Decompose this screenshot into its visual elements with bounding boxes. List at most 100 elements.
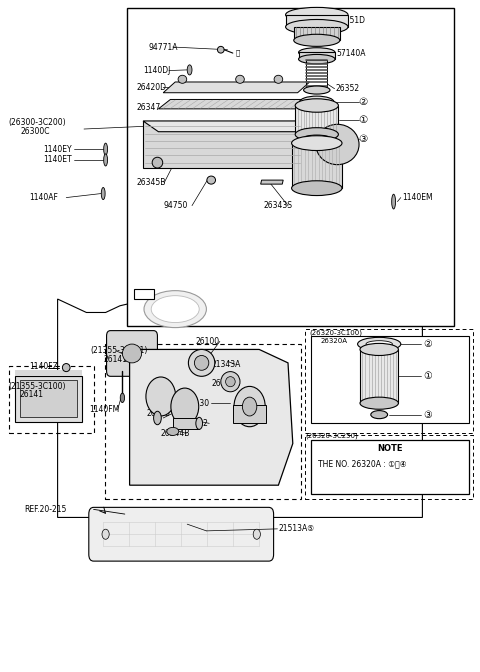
Ellipse shape	[253, 530, 261, 539]
Polygon shape	[158, 99, 307, 109]
Text: 26351D: 26351D	[336, 15, 366, 25]
Text: 26113C: 26113C	[211, 378, 240, 388]
Text: 21513A⑤: 21513A⑤	[278, 524, 314, 534]
Text: 94771A: 94771A	[149, 42, 178, 52]
Ellipse shape	[120, 393, 125, 403]
Text: 26141: 26141	[103, 355, 127, 364]
Ellipse shape	[194, 355, 209, 370]
Ellipse shape	[101, 187, 105, 200]
Text: 1140EM: 1140EM	[402, 193, 433, 202]
Ellipse shape	[236, 75, 244, 83]
Text: 1140DJ: 1140DJ	[143, 66, 170, 75]
Text: (26300-3C200): (26300-3C200)	[9, 118, 66, 127]
Ellipse shape	[292, 181, 342, 196]
Ellipse shape	[304, 86, 330, 94]
Ellipse shape	[316, 124, 359, 165]
Text: 57140A: 57140A	[336, 49, 365, 58]
Polygon shape	[163, 82, 310, 93]
Ellipse shape	[295, 99, 338, 112]
Ellipse shape	[292, 136, 342, 151]
Bar	[286, 15, 348, 27]
Bar	[305, 329, 473, 433]
Text: 21343A: 21343A	[211, 360, 240, 369]
Polygon shape	[143, 121, 302, 168]
Text: 26122: 26122	[185, 419, 209, 428]
Text: ③: ③	[358, 134, 367, 144]
Ellipse shape	[274, 75, 283, 83]
Polygon shape	[58, 299, 422, 517]
Ellipse shape	[62, 364, 70, 372]
Text: 26347: 26347	[137, 103, 161, 112]
Ellipse shape	[122, 344, 142, 363]
Text: ③: ③	[423, 410, 432, 419]
Text: THE NO. 26320A : ①－④: THE NO. 26320A : ①－④	[318, 459, 407, 468]
Bar	[295, 106, 338, 134]
Text: 26352: 26352	[336, 84, 360, 93]
Polygon shape	[130, 349, 293, 485]
Text: 26420D: 26420D	[137, 83, 167, 92]
Text: 🔧: 🔧	[235, 50, 240, 56]
Ellipse shape	[226, 376, 235, 387]
Ellipse shape	[360, 397, 398, 409]
Text: 26345B: 26345B	[137, 178, 166, 187]
Ellipse shape	[102, 530, 109, 539]
Text: ②: ②	[423, 339, 432, 349]
Ellipse shape	[207, 176, 216, 184]
Bar	[105, 344, 301, 499]
Bar	[173, 418, 199, 429]
Bar	[127, 8, 454, 326]
Text: 26100: 26100	[196, 337, 220, 346]
Ellipse shape	[196, 417, 203, 429]
Ellipse shape	[187, 65, 192, 75]
Text: 26300C: 26300C	[20, 126, 49, 136]
FancyBboxPatch shape	[89, 507, 274, 561]
Ellipse shape	[299, 48, 335, 57]
Text: 26320A: 26320A	[321, 338, 348, 343]
Ellipse shape	[392, 194, 396, 209]
Text: ①: ①	[358, 115, 367, 125]
Ellipse shape	[300, 96, 334, 108]
Polygon shape	[143, 121, 318, 132]
Ellipse shape	[286, 7, 348, 22]
Text: 14130: 14130	[185, 398, 209, 408]
Text: 26141: 26141	[19, 390, 43, 399]
Polygon shape	[302, 121, 318, 179]
Bar	[20, 380, 77, 417]
Text: 1140AF: 1140AF	[29, 193, 58, 202]
Ellipse shape	[151, 296, 199, 323]
Ellipse shape	[144, 290, 206, 328]
Ellipse shape	[358, 337, 401, 351]
Bar	[299, 52, 335, 59]
Ellipse shape	[299, 54, 335, 64]
Ellipse shape	[152, 157, 163, 168]
Text: (26320-3C250): (26320-3C250)	[306, 432, 359, 439]
Ellipse shape	[154, 411, 161, 425]
Polygon shape	[134, 289, 154, 299]
Bar	[306, 60, 327, 89]
Ellipse shape	[178, 75, 187, 83]
Text: 94750: 94750	[163, 201, 188, 210]
Bar	[233, 405, 266, 423]
Bar	[15, 376, 82, 422]
Polygon shape	[261, 180, 283, 184]
Ellipse shape	[234, 386, 265, 427]
Bar	[9, 366, 94, 433]
Text: (21355-3C100): (21355-3C100)	[9, 382, 66, 391]
Bar	[305, 435, 473, 499]
Ellipse shape	[167, 427, 179, 435]
Text: ②: ②	[358, 97, 367, 107]
Ellipse shape	[286, 19, 348, 34]
Bar	[311, 336, 469, 423]
Text: (26320-3C100): (26320-3C100)	[310, 329, 362, 336]
Ellipse shape	[360, 343, 398, 355]
Ellipse shape	[371, 411, 388, 419]
Text: 1140FM: 1140FM	[89, 405, 119, 415]
Bar	[292, 143, 342, 188]
Ellipse shape	[104, 154, 108, 166]
Ellipse shape	[217, 46, 224, 53]
Ellipse shape	[294, 34, 340, 46]
Text: 1140ET: 1140ET	[43, 155, 72, 165]
Ellipse shape	[188, 349, 215, 376]
Ellipse shape	[242, 397, 257, 416]
Text: NOTE: NOTE	[377, 444, 403, 454]
